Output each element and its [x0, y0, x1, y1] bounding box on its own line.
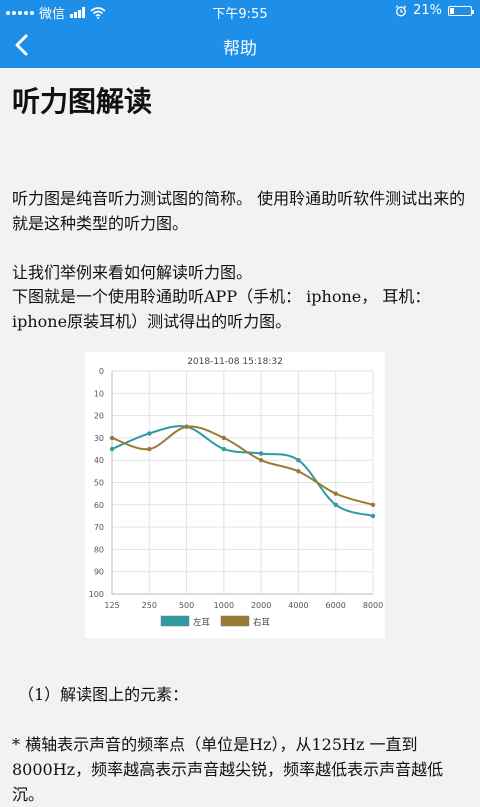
x-tick-label: 4000 [288, 601, 308, 610]
series-line-right-ear [111, 425, 374, 506]
y-tick-label: 40 [94, 456, 104, 465]
chevron-left-icon [15, 34, 28, 56]
x-tick-label: 500 [179, 601, 194, 610]
data-point [184, 424, 189, 429]
data-point [296, 458, 301, 463]
y-tick-label: 50 [94, 479, 104, 488]
y-tick-label: 100 [89, 590, 104, 599]
nav-bar: 帮助 [0, 22, 480, 68]
wifi-icon [90, 6, 106, 19]
x-tick-label: 6000 [326, 601, 346, 610]
audiogram-svg: 2018-11-08 15:18:32 0 10 20 30 40 50 60 70 80 90 10… [89, 357, 383, 628]
y-tick-label: 10 [94, 389, 104, 398]
intro-paragraph: 听力图是纯音听力测试图的简称。 使用聆通助听软件测试出来的就是这种类型的听力图。 [12, 189, 466, 233]
legend-label: 右耳 [253, 617, 271, 628]
data-point [221, 446, 227, 452]
x-tick-label: 2000 [251, 601, 271, 610]
x-tick-label: 8000 [363, 601, 383, 610]
alarm-icon [395, 4, 407, 16]
battery-icon [448, 5, 474, 16]
data-point [370, 502, 376, 507]
y-tick-label: 20 [94, 412, 104, 421]
battery-fill [450, 7, 454, 14]
status-right: 21% [395, 3, 474, 18]
audiogram-chart: 2018-11-08 15:18:32 0 10 20 30 40 50 60 70 80 90 10… [85, 352, 385, 638]
y-tick-label: 0 [99, 367, 104, 376]
status-bar: 微信 下午9:55 21% [0, 0, 480, 22]
example-description: 下图就是一个使用聆通助听APP（手机： iphone， 耳机：iphone原装耳… [12, 287, 431, 331]
battery-percent: 21% [413, 3, 442, 18]
legend-swatch [220, 615, 250, 627]
y-tick-label: 70 [94, 523, 104, 532]
y-tick-label: 80 [94, 545, 104, 554]
status-left: 微信 [6, 3, 106, 22]
page-title: 帮助 [223, 39, 257, 59]
series-line-left-ear [111, 425, 374, 517]
legend-swatch [160, 615, 190, 627]
y-tick-label: 30 [94, 434, 104, 443]
data-point [333, 502, 338, 507]
data-point [109, 435, 115, 441]
data-point [333, 491, 338, 496]
chart-title: 2018-11-08 15:18:32 [187, 357, 283, 367]
signal-bars-icon [70, 7, 86, 18]
data-point [221, 435, 227, 441]
data-point [296, 469, 301, 474]
data-point [258, 451, 264, 456]
article-title: 听力图解读 [12, 85, 153, 118]
bullet-horizontal-axis: * 横轴表示声音的频率点（单位是Hz），从125Hz 一直到 8000Hz，频率… [12, 735, 444, 804]
status-time: 下午9:55 [212, 7, 268, 22]
example-intro-line: 让我们举例来看如何解读听力图。 [12, 263, 253, 282]
carrier-label: 微信 [39, 7, 66, 22]
data-point [109, 446, 115, 452]
legend-label: 左耳 [193, 617, 211, 628]
x-tick-label: 1000 [214, 601, 234, 610]
data-point [147, 431, 152, 436]
y-tick-label: 90 [94, 568, 104, 577]
data-point [147, 446, 152, 452]
data-point [258, 458, 264, 463]
back-button[interactable] [8, 30, 38, 60]
section-heading: （1）解读图上的元素： [18, 685, 189, 704]
y-tick-label: 60 [94, 501, 104, 510]
article-content: 听力图解读 听力图是纯音听力测试图的简称。 使用聆通助听软件测试出来的就是这种类… [0, 68, 480, 804]
data-point [370, 513, 376, 519]
x-tick-label: 250 [142, 601, 157, 610]
signal-dots-icon [6, 10, 34, 15]
x-tick-label: 125 [104, 601, 119, 610]
